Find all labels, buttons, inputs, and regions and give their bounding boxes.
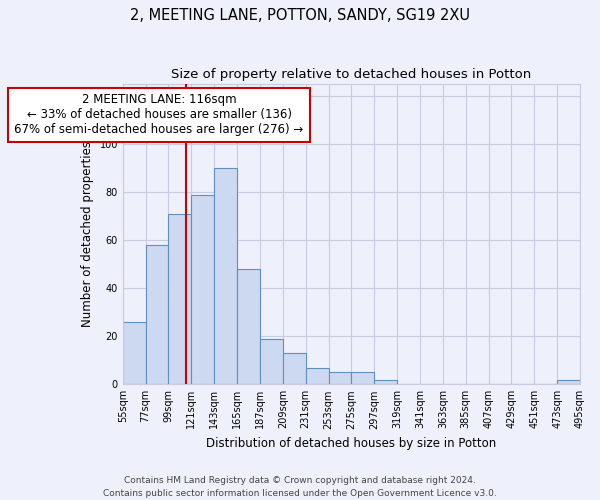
- Y-axis label: Number of detached properties: Number of detached properties: [81, 142, 94, 328]
- Bar: [123, 322, 146, 384]
- Text: 2 MEETING LANE: 116sqm
← 33% of detached houses are smaller (136)
67% of semi-de: 2 MEETING LANE: 116sqm ← 33% of detached…: [14, 94, 304, 136]
- Bar: [374, 380, 397, 384]
- Bar: [169, 214, 191, 384]
- Bar: [557, 380, 580, 384]
- Text: 2, MEETING LANE, POTTON, SANDY, SG19 2XU: 2, MEETING LANE, POTTON, SANDY, SG19 2XU: [130, 8, 470, 22]
- X-axis label: Distribution of detached houses by size in Potton: Distribution of detached houses by size …: [206, 437, 496, 450]
- Bar: [191, 195, 214, 384]
- Bar: [352, 372, 374, 384]
- Text: Contains HM Land Registry data © Crown copyright and database right 2024.
Contai: Contains HM Land Registry data © Crown c…: [103, 476, 497, 498]
- Bar: [260, 338, 283, 384]
- Bar: [237, 269, 260, 384]
- Title: Size of property relative to detached houses in Potton: Size of property relative to detached ho…: [171, 68, 532, 80]
- Bar: [214, 168, 237, 384]
- Bar: [305, 368, 329, 384]
- Bar: [283, 353, 305, 384]
- Bar: [329, 372, 352, 384]
- Bar: [146, 245, 169, 384]
